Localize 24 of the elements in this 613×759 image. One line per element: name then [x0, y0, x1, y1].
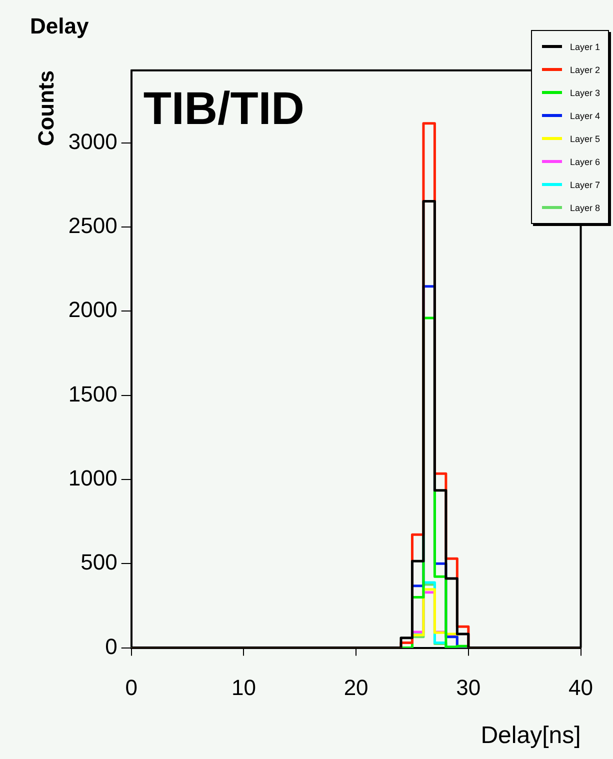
y-axis-title: Counts	[33, 70, 58, 146]
legend-label: Layer 2	[570, 64, 600, 74]
y-tick-label: 2500	[68, 213, 118, 238]
x-tick-label: 30	[456, 675, 481, 700]
y-tick-label: 500	[80, 550, 118, 575]
legend-label: Layer 7	[570, 180, 600, 190]
chart-title: Delay	[30, 13, 90, 38]
legend-label: Layer 3	[570, 88, 600, 98]
legend-label: Layer 1	[570, 42, 600, 52]
y-tick-label: 1000	[68, 466, 118, 491]
x-tick-label: 0	[125, 675, 138, 700]
x-tick-label: 20	[344, 675, 368, 700]
y-tick-label: 0	[105, 634, 118, 659]
y-tick-label: 3000	[68, 128, 118, 154]
legend-label: Layer 4	[570, 110, 600, 120]
legend-label: Layer 8	[570, 202, 600, 212]
legend-label: Layer 5	[570, 134, 600, 144]
x-axis-title: Delay[ns]	[480, 722, 581, 750]
x-tick-label: 40	[568, 675, 594, 700]
annotation: TIB/TID	[143, 82, 304, 134]
y-tick-label: 1500	[68, 381, 118, 406]
legend-label: Layer 6	[570, 156, 600, 166]
x-tick-label: 10	[231, 675, 256, 700]
y-tick-label: 2000	[68, 297, 118, 322]
